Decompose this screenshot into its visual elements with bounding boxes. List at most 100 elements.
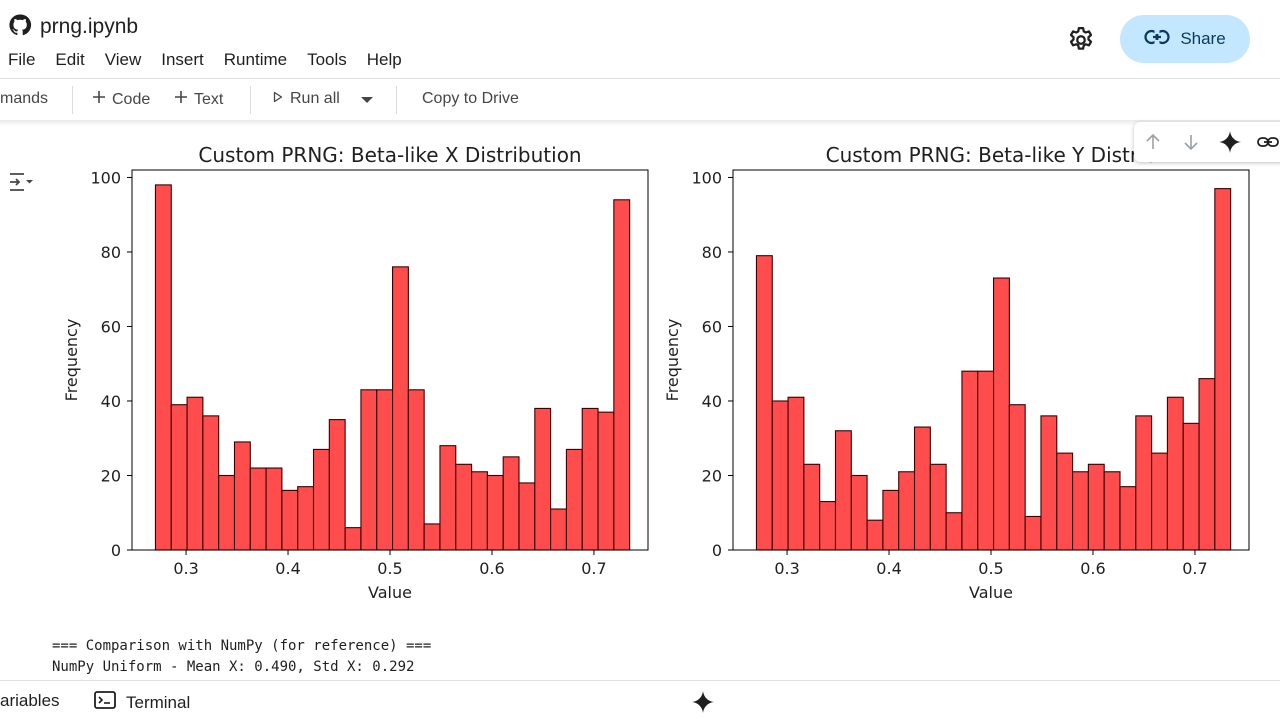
histogram-bar <box>1198 378 1216 551</box>
plus-icon <box>174 90 188 109</box>
histogram-bar <box>202 415 220 551</box>
histogram-bar <box>186 396 204 551</box>
cell-output-charts: 0.3 0.4 0.5 0.6 0.7 0 20 40 60 80 100 Custom PRNG: … <box>0 126 1280 626</box>
histogram-bar <box>581 407 599 551</box>
gemini-icon[interactable] <box>1218 130 1242 154</box>
histogram-bar <box>1072 471 1089 551</box>
histogram-bar <box>1119 486 1137 551</box>
menu-file[interactable]: File <box>8 50 36 69</box>
chart-title: Custom PRNG: Beta-like X Distribution <box>198 143 581 167</box>
histogram-bar <box>1166 396 1184 551</box>
histogram-bar <box>1087 463 1105 551</box>
histogram-bar <box>486 474 504 551</box>
histogram-bar <box>233 441 251 551</box>
histogram-bar <box>265 467 283 551</box>
menu-help[interactable]: Help <box>366 50 402 69</box>
histogram-bar <box>249 467 267 551</box>
histogram-bar <box>297 486 315 551</box>
histogram-bar <box>439 445 457 551</box>
add-code-label: Code <box>112 90 151 108</box>
histogram-bar <box>1135 415 1153 551</box>
arrow-up-icon[interactable] <box>1141 130 1165 154</box>
add-text-button[interactable]: Text <box>174 90 223 109</box>
histogram-bar <box>1103 471 1121 551</box>
gemini-icon[interactable] <box>691 690 715 714</box>
gear-icon[interactable] <box>1066 25 1096 55</box>
histogram-bar <box>502 456 520 551</box>
histogram-bar <box>328 419 346 551</box>
terminal-button[interactable]: Terminal <box>94 691 190 714</box>
histogram-bar <box>850 474 868 551</box>
menu-insert[interactable]: Insert <box>161 50 204 69</box>
histogram-bar <box>977 370 995 551</box>
histogram-bar <box>613 199 631 551</box>
x-tick-label: 0.4 <box>876 559 901 578</box>
histogram-bar <box>281 489 299 551</box>
x-tick-label: 0.7 <box>581 559 606 578</box>
x-axis-label: Value <box>969 583 1013 602</box>
cell-text-output: === Comparison with NumPy (for reference… <box>52 636 431 678</box>
dropdown-icon[interactable] <box>360 96 374 104</box>
histogram-bar <box>1008 404 1026 551</box>
notebook-toolbar: mands Code Text Run all Copy to Drive <box>0 80 1280 120</box>
x-axis-label: Value <box>368 583 412 602</box>
output-line: NumPy Uniform - Mean X: 0.490, Std X: 0.… <box>52 659 415 675</box>
y-tick-label: 60 <box>101 317 121 336</box>
y-tick-label: 40 <box>702 392 722 411</box>
title-row: prng.ipynb <box>8 12 138 42</box>
histogram-bar <box>898 471 916 551</box>
notebook-title[interactable]: prng.ipynb <box>40 15 139 38</box>
histogram-bar <box>170 404 188 551</box>
x-tick-label: 0.5 <box>377 559 402 578</box>
terminal-label: Terminal <box>126 692 191 712</box>
histogram-bar <box>913 426 931 551</box>
share-label: Share <box>1180 29 1226 48</box>
plus-icon <box>92 90 106 109</box>
x-tick-label: 0.6 <box>1080 559 1105 578</box>
toolbar-divider <box>72 86 73 114</box>
copy-to-drive-button[interactable]: Copy to Drive <box>422 90 519 108</box>
histogram-bar <box>1151 452 1168 551</box>
histogram-bar <box>376 389 394 551</box>
y-tick-label: 40 <box>101 392 121 411</box>
histogram-bar <box>565 448 583 551</box>
add-text-label: Text <box>194 90 224 108</box>
add-code-button[interactable]: Code <box>92 90 150 109</box>
histogram-bar <box>534 407 552 551</box>
histogram-bar <box>961 370 979 551</box>
histogram-bar <box>597 411 615 551</box>
arrow-down-icon[interactable] <box>1179 130 1203 154</box>
copy-to-drive-label: Copy to Drive <box>422 90 519 107</box>
histogram-bar <box>218 474 236 551</box>
top-bar: prng.ipynb File Edit View Insert Runtime… <box>0 0 1280 78</box>
x-tick-label: 0.3 <box>173 559 198 578</box>
histogram-figure: 0.3 0.4 0.5 0.6 0.7 0 20 40 60 80 100 Custom PRNG: … <box>62 143 1250 602</box>
share-button[interactable]: Share <box>1120 15 1250 63</box>
x-tick-label: 0.4 <box>275 559 300 578</box>
y-tick-label: 0 <box>111 541 121 560</box>
divider <box>0 78 1280 79</box>
histogram-bar <box>407 389 425 551</box>
menu-runtime[interactable]: Runtime <box>223 50 288 69</box>
run-all-button[interactable]: Run all <box>272 90 340 108</box>
x-tick-label: 0.3 <box>774 559 799 578</box>
menu-tools[interactable]: Tools <box>307 50 347 69</box>
menu-bar: File Edit View Insert Runtime Tools Help <box>8 50 402 70</box>
github-icon[interactable] <box>8 13 32 42</box>
histogram-bar <box>455 463 473 551</box>
histogram-bar <box>1214 188 1232 551</box>
histogram-bar <box>471 471 488 551</box>
divider <box>0 680 1280 681</box>
output-line: === Comparison with NumPy (for reference… <box>52 638 432 654</box>
toolbar-divider <box>250 86 251 114</box>
x-tick-label: 0.7 <box>1182 559 1207 578</box>
y-tick-label: 100 <box>691 168 722 187</box>
output-toggle-icon[interactable] <box>8 170 36 194</box>
variables-button[interactable]: ariables <box>0 691 60 711</box>
commands-button[interactable]: mands <box>0 90 48 108</box>
histogram-bar <box>882 489 900 551</box>
menu-view[interactable]: View <box>104 50 142 69</box>
histogram-bar <box>312 448 330 551</box>
link-icon[interactable] <box>1256 130 1280 154</box>
menu-edit[interactable]: Edit <box>55 50 85 69</box>
